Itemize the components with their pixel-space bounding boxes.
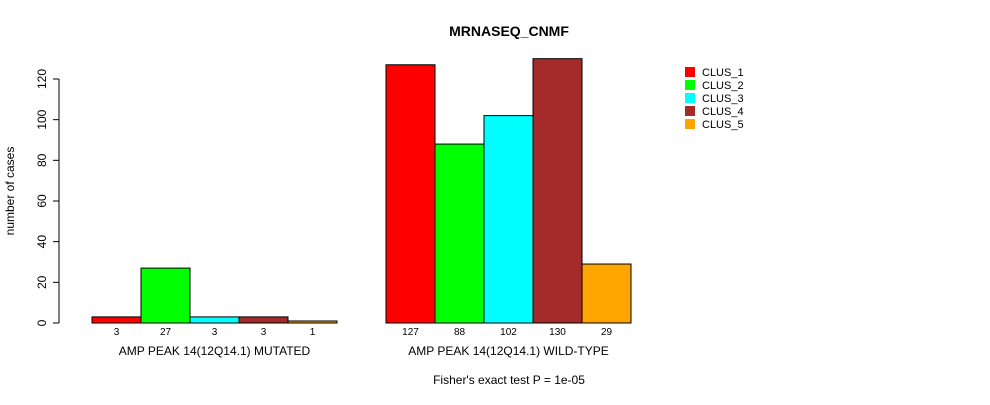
y-axis-label: number of cases — [3, 147, 17, 236]
bar-value-label: 88 — [454, 327, 466, 338]
bar-value-label: 3 — [212, 327, 218, 338]
bar-value-label: 1 — [310, 327, 316, 338]
bar-value-label: 29 — [601, 327, 613, 338]
bar-clus-5 — [581, 263, 632, 324]
group-label: AMP PEAK 14(12Q14.1) WILD-TYPE — [408, 344, 609, 358]
y-tick-label: 20 — [35, 275, 49, 289]
bar-value-label: 127 — [402, 327, 419, 338]
bar-clus-4 — [238, 316, 289, 324]
legend-label: CLUS_1 — [702, 67, 744, 79]
bar-clus-1 — [91, 316, 142, 324]
bar-value-label: 3 — [261, 327, 267, 338]
bar-clus-1 — [385, 64, 436, 324]
y-tick-label: 100 — [35, 109, 49, 129]
legend-swatch — [685, 119, 695, 129]
bar-value-label: 27 — [160, 327, 172, 338]
bar-clus-4 — [532, 58, 583, 324]
bar-clus-5 — [287, 320, 338, 324]
bar-clus-3 — [189, 316, 240, 324]
y-tick-label: 60 — [35, 194, 49, 208]
bar-value-label: 3 — [114, 327, 120, 338]
bar-clus-2 — [140, 267, 191, 324]
bar-value-label: 130 — [549, 327, 566, 338]
legend-label: CLUS_3 — [702, 93, 744, 105]
group-label: AMP PEAK 14(12Q14.1) MUTATED — [119, 344, 311, 358]
y-tick-label: 80 — [35, 153, 49, 167]
fisher-test-annotation: Fisher's exact test P = 1e-05 — [433, 373, 585, 387]
chart-title: MRNASEQ_CNMF — [449, 23, 569, 39]
y-axis: 0 20 40 60 80 100 120 — [35, 69, 60, 326]
legend-swatch — [685, 106, 695, 116]
legend-label: CLUS_5 — [702, 119, 744, 131]
legend-swatch — [685, 93, 695, 103]
y-tick-label: 40 — [35, 235, 49, 249]
legend-swatch — [685, 80, 695, 90]
bar-clus-2 — [434, 143, 485, 324]
legend-label: CLUS_2 — [702, 80, 744, 92]
legend-label: CLUS_4 — [702, 106, 744, 118]
y-tick-label: 120 — [35, 69, 49, 89]
y-tick-label: 0 — [35, 319, 49, 326]
legend-swatch — [685, 67, 695, 77]
bar-clus-3 — [483, 115, 534, 324]
bars: 3 27 3 3 1 AMP PEAK 14(12Q14.1) MUTATED 127 88 1… — [91, 58, 632, 358]
bar-value-label: 102 — [500, 327, 517, 338]
